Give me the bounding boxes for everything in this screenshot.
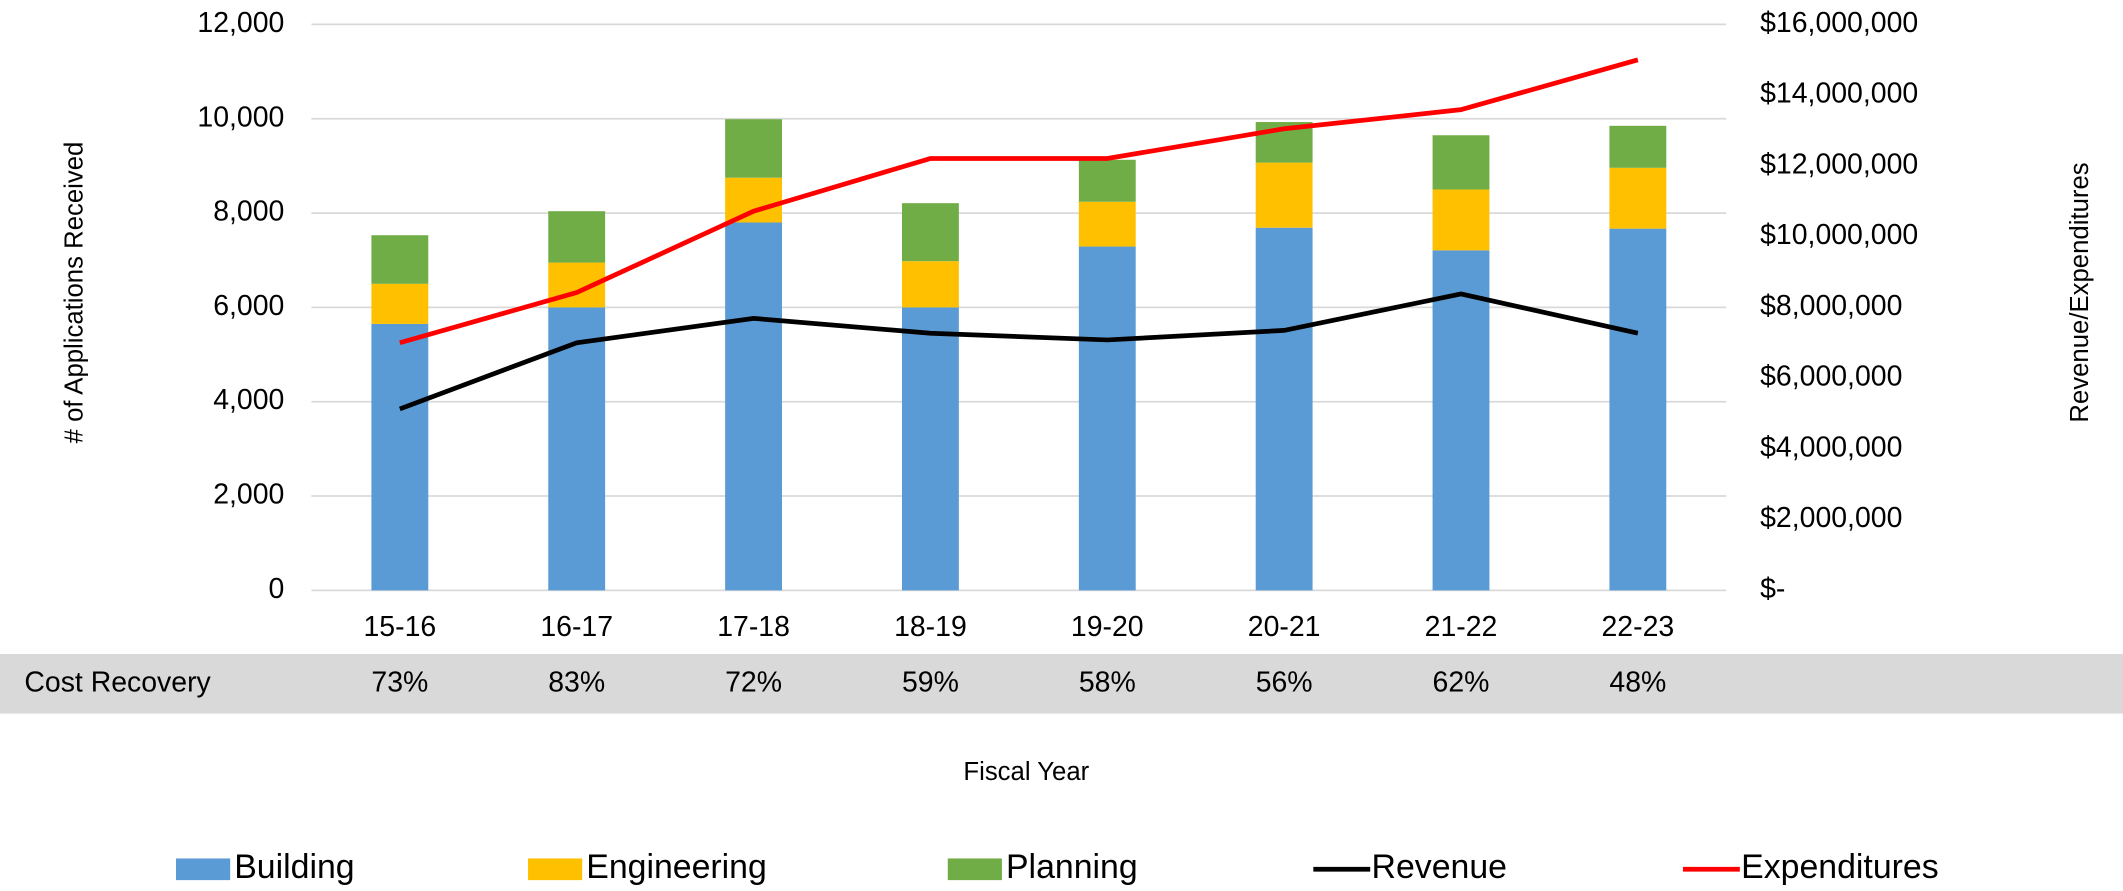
bar-segment bbox=[725, 222, 782, 591]
line-series bbox=[399, 57, 1639, 346]
bar-segment bbox=[1255, 162, 1313, 228]
cost-recovery-value: 72% bbox=[725, 666, 782, 698]
y2-tick-label: $10,000,000 bbox=[1760, 219, 1918, 251]
bar-segment bbox=[371, 323, 429, 591]
cost-recovery-value: 73% bbox=[371, 666, 428, 698]
y-axis-title: # of Applications Received bbox=[61, 142, 89, 444]
x-tick-label: 19-20 bbox=[1071, 611, 1144, 643]
bar-segment bbox=[1078, 246, 1136, 591]
cost-recovery-value: 62% bbox=[1433, 666, 1490, 698]
x-tick-label: 17-18 bbox=[717, 611, 790, 643]
legend-label: Expenditures bbox=[1741, 848, 1938, 886]
y-tick-label: 0 bbox=[269, 573, 285, 605]
y2-axis-title: Revenue/Expenditures bbox=[2066, 162, 2094, 422]
bar-segment bbox=[1432, 250, 1490, 591]
cost-recovery-value: 58% bbox=[1079, 666, 1136, 698]
cost-recovery-band bbox=[0, 654, 2123, 714]
bar-segment bbox=[1432, 189, 1490, 251]
y-tick-label: 12,000 bbox=[197, 7, 284, 39]
bar-segment bbox=[371, 235, 429, 284]
bar-segment bbox=[548, 307, 606, 591]
y2-tick-label: $8,000,000 bbox=[1760, 290, 1902, 322]
x-axis-title: Fiscal Year bbox=[963, 758, 1089, 786]
bar-segment bbox=[1255, 227, 1313, 591]
x-tick-label: 18-19 bbox=[894, 611, 967, 643]
cost-recovery-label: Cost Recovery bbox=[24, 666, 211, 698]
y-tick-label: 4,000 bbox=[213, 384, 284, 416]
legend-label: Building bbox=[234, 848, 354, 886]
bar-segment bbox=[901, 307, 959, 591]
legend-swatch bbox=[528, 858, 583, 881]
legend-swatch bbox=[947, 858, 1002, 881]
x-tick-label: 22-23 bbox=[1602, 611, 1675, 643]
x-tick-label: 20-21 bbox=[1248, 611, 1321, 643]
y2-tick-label: $12,000,000 bbox=[1760, 148, 1918, 180]
legend-label: Engineering bbox=[586, 848, 767, 886]
y2-tick-label: $6,000,000 bbox=[1760, 361, 1902, 393]
bar-segment bbox=[901, 261, 959, 308]
bar-segment bbox=[725, 177, 782, 223]
y2-tick-label: $- bbox=[1760, 573, 1785, 605]
bar-segment bbox=[1609, 167, 1667, 229]
y2-tick-label: $2,000,000 bbox=[1760, 502, 1902, 534]
y-tick-label: 10,000 bbox=[197, 101, 284, 133]
x-tick-label: 21-22 bbox=[1425, 611, 1498, 643]
y-tick-label: 6,000 bbox=[213, 290, 284, 322]
x-tick-label: 15-16 bbox=[363, 611, 436, 643]
cost-recovery-value: 83% bbox=[548, 666, 605, 698]
legend-label: Revenue bbox=[1372, 848, 1507, 886]
y2-tick-label: $4,000,000 bbox=[1760, 431, 1902, 463]
bar-segment bbox=[371, 283, 429, 324]
bar-segment bbox=[725, 119, 782, 178]
legend-label: Planning bbox=[1006, 848, 1138, 886]
bar-segment bbox=[548, 211, 606, 263]
bar-segment bbox=[1432, 135, 1490, 190]
y-tick-label: 8,000 bbox=[213, 196, 284, 228]
y2-tick-label: $16,000,000 bbox=[1760, 7, 1918, 39]
bar-segment bbox=[1609, 228, 1667, 591]
x-tick-label: 16-17 bbox=[540, 611, 613, 643]
bar-segment bbox=[1078, 201, 1136, 247]
bar-segment bbox=[1078, 159, 1136, 202]
y2-tick-label: $14,000,000 bbox=[1760, 78, 1918, 110]
bar-segment bbox=[901, 203, 959, 262]
cost-recovery-value: 59% bbox=[902, 666, 959, 698]
bar-segment bbox=[1609, 125, 1667, 168]
cost-recovery-value: 48% bbox=[1609, 666, 1666, 698]
line-series bbox=[399, 291, 1639, 412]
cost-recovery-value: 56% bbox=[1256, 666, 1313, 698]
y-tick-label: 2,000 bbox=[213, 479, 284, 511]
legend-swatch bbox=[176, 858, 231, 881]
